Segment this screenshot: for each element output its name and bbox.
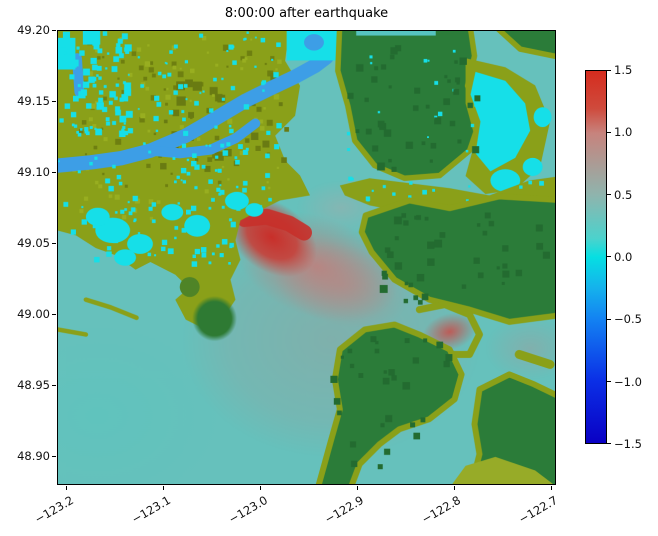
- colorbar-tick-mark: [607, 69, 611, 71]
- y-tick-label: 48.95: [17, 378, 50, 392]
- colorbar-gradient: [586, 71, 606, 443]
- y-tick-mark: [52, 384, 56, 386]
- y-tick-mark: [52, 242, 56, 244]
- y-tick-mark: [52, 313, 56, 315]
- colorbar-tick-mark: [607, 318, 611, 320]
- x-tick-mark: [356, 486, 358, 490]
- x-tick-label: −122.9: [322, 493, 367, 527]
- x-tick-label: −123.0: [225, 493, 270, 527]
- colorbar-tick-label: 0.0: [614, 249, 633, 264]
- x-tick-mark: [260, 486, 261, 490]
- colorbar-tick-label: −1.5: [614, 436, 642, 451]
- y-tick-label: 49.20: [17, 23, 50, 37]
- y-tick-mark: [52, 100, 56, 102]
- map-axes: [57, 30, 556, 485]
- x-tick-label: −122.7: [516, 493, 561, 527]
- x-tick-mark: [550, 486, 552, 490]
- colorbar-tick-mark: [607, 256, 611, 258]
- y-tick-label: 49.05: [17, 236, 50, 250]
- x-tick-label: −123.2: [31, 493, 76, 527]
- y-tick-label: 49.00: [17, 307, 50, 321]
- chart-title: 8:00:00 after earthquake: [224, 6, 389, 21]
- y-tick-mark: [52, 455, 56, 457]
- x-tick-mark: [66, 486, 68, 490]
- x-tick-label: −123.1: [128, 493, 173, 527]
- colorbar: [585, 70, 607, 444]
- y-tick-mark: [52, 171, 56, 173]
- heatmap-canvas: [58, 31, 555, 484]
- colorbar-tick-mark: [607, 381, 611, 383]
- x-tick-mark: [163, 486, 165, 490]
- colorbar-tick-label: −0.5: [614, 312, 642, 327]
- y-tick-label: 48.90: [17, 449, 50, 463]
- colorbar-tick-label: 0.5: [614, 187, 633, 202]
- colorbar-tick-label: −1.0: [614, 374, 642, 389]
- y-tick-mark: [52, 29, 56, 31]
- colorbar-tick-mark: [607, 131, 611, 133]
- colorbar-tick-mark: [607, 194, 611, 196]
- colorbar-tick-label: 1.5: [614, 63, 633, 77]
- colorbar-tick-mark: [607, 443, 611, 445]
- colorbar-tick-label: 1.0: [614, 125, 633, 140]
- y-tick-label: 49.15: [17, 94, 50, 108]
- y-tick-label: 49.10: [17, 165, 50, 179]
- x-tick-label: −122.8: [419, 493, 464, 527]
- x-tick-mark: [453, 486, 455, 490]
